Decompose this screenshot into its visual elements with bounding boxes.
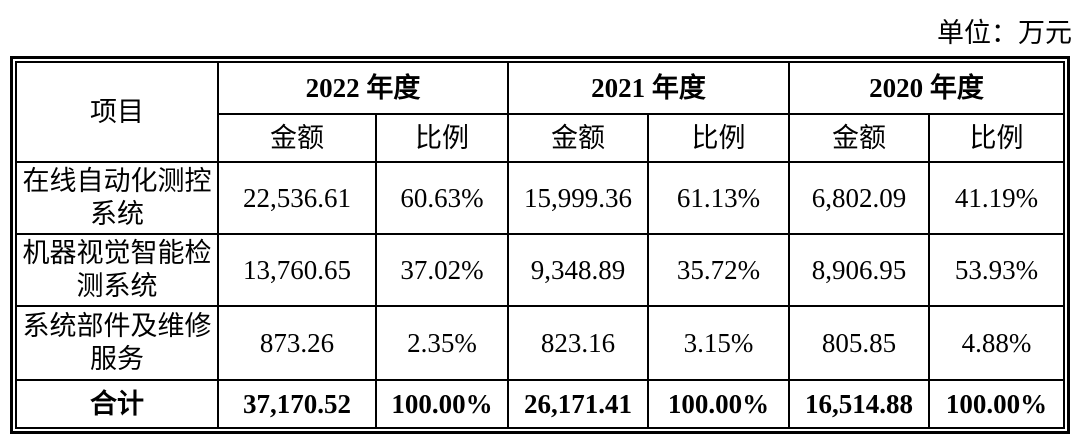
header-amount-2022: 金额: [217, 113, 377, 163]
total-ratio-2022: 100.00%: [375, 379, 509, 429]
table-row-machine-vision: 机器视觉智能检测系统 13,760.65 37.02% 9,348.89 35.…: [15, 233, 1065, 307]
ratio-2020: 4.88%: [928, 305, 1065, 381]
revenue-breakdown-table: 项目 2022 年度 2021 年度 2020 年度 金额 比例 金额 比例 金…: [10, 56, 1070, 434]
amount-2022: 13,760.65: [217, 233, 377, 307]
amount-2020: 8,906.95: [788, 233, 930, 307]
ratio-2021: 3.15%: [647, 305, 790, 381]
amount-2020: 805.85: [788, 305, 930, 381]
total-label: 合计: [15, 379, 219, 429]
ratio-2021: 35.72%: [647, 233, 790, 307]
header-ratio-2020: 比例: [928, 113, 1065, 163]
amount-2021: 823.16: [507, 305, 649, 381]
header-year-2021: 2021 年度: [507, 61, 790, 115]
ratio-2021: 61.13%: [647, 161, 790, 235]
amount-2022: 22,536.61: [217, 161, 377, 235]
table-row-parts-maintenance: 系统部件及维修服务 873.26 2.35% 823.16 3.15% 805.…: [15, 305, 1065, 381]
unit-label: 单位：万元: [937, 18, 1072, 48]
ratio-2022: 2.35%: [375, 305, 509, 381]
header-year-2022: 2022 年度: [217, 61, 509, 115]
ratio-2020: 53.93%: [928, 233, 1065, 307]
amount-2021: 9,348.89: [507, 233, 649, 307]
year-header-row: 项目 2022 年度 2021 年度 2020 年度: [15, 61, 1065, 163]
item-name: 在线自动化测控系统: [15, 161, 219, 235]
header-year-2020: 2020 年度: [788, 61, 1065, 115]
total-amount-2020: 16,514.88: [788, 379, 930, 429]
amount-2022: 873.26: [217, 305, 377, 381]
item-name: 系统部件及维修服务: [15, 305, 219, 381]
table-row-total: 合计 37,170.52 100.00% 26,171.41 100.00% 1…: [15, 379, 1065, 429]
ratio-2020: 41.19%: [928, 161, 1065, 235]
header-item: 项目: [15, 61, 219, 163]
header-amount-2021: 金额: [507, 113, 649, 163]
header-ratio-2021: 比例: [647, 113, 790, 163]
ratio-2022: 37.02%: [375, 233, 509, 307]
table-row-online-automation: 在线自动化测控系统 22,536.61 60.63% 15,999.36 61.…: [15, 161, 1065, 235]
amount-2020: 6,802.09: [788, 161, 930, 235]
sub-header-row: 金额 比例 金额 比例 金额 比例: [16, 113, 1065, 163]
header-amount-2020: 金额: [788, 113, 930, 163]
header-ratio-2022: 比例: [375, 113, 509, 163]
revenue-table: 项目 2022 年度 2021 年度 2020 年度 金额 比例 金额 比例 金…: [15, 61, 1065, 429]
total-amount-2022: 37,170.52: [217, 379, 377, 429]
total-ratio-2020: 100.00%: [928, 379, 1065, 429]
total-amount-2021: 26,171.41: [507, 379, 649, 429]
item-name: 机器视觉智能检测系统: [15, 233, 219, 307]
amount-2021: 15,999.36: [507, 161, 649, 235]
total-ratio-2021: 100.00%: [647, 379, 790, 429]
ratio-2022: 60.63%: [375, 161, 509, 235]
